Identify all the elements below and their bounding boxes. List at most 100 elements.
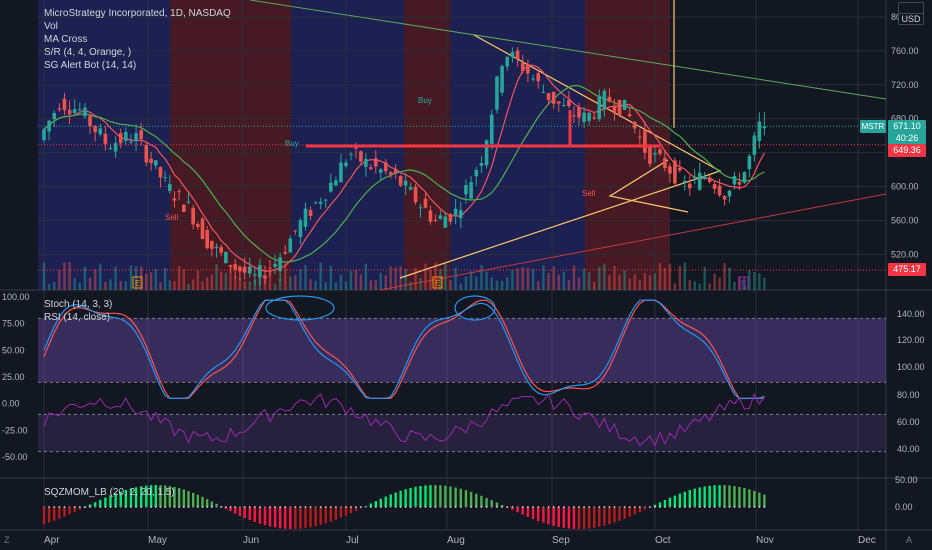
legend-sg-alert-bot[interactable]: SG Alert Bot (14, 14) — [44, 60, 137, 71]
sqz-dot — [521, 506, 524, 508]
volume-bar — [159, 281, 162, 290]
volume-bar — [567, 279, 571, 290]
volume-bar — [419, 277, 422, 290]
sqz-bar — [78, 507, 82, 510]
candle-body — [683, 180, 687, 183]
volume-bar — [268, 270, 272, 290]
sqz-bar — [608, 507, 611, 525]
sqz-bar — [299, 507, 302, 529]
sqz-dot — [94, 506, 97, 508]
auto-scale-button[interactable]: A — [906, 535, 913, 545]
volume-bar — [324, 282, 327, 290]
candle-body — [374, 158, 378, 167]
sqz-bar — [243, 507, 246, 519]
candle-body — [329, 182, 333, 192]
sqz-bar — [698, 487, 701, 507]
candle-body — [224, 252, 228, 264]
sqz-bar — [658, 502, 662, 507]
volume-bar — [58, 269, 61, 290]
sqz-bar — [139, 486, 143, 507]
sqz-dot — [253, 506, 256, 508]
sqz-dot — [364, 506, 367, 508]
sqz-bar — [53, 507, 56, 521]
volume-bar — [154, 269, 157, 290]
candle-body — [413, 186, 418, 203]
volume-bar — [196, 270, 200, 290]
triangle-big — [399, 34, 722, 279]
volume-bar — [557, 274, 560, 290]
sqz-dot — [659, 506, 661, 508]
sqz-bar — [384, 496, 387, 507]
symbol-title[interactable]: MicroStrategy Incorporated, 1D, NASDAQ — [44, 8, 231, 19]
sqz-bar — [88, 504, 92, 507]
candle-body — [383, 162, 388, 172]
sqz-dot — [124, 506, 127, 508]
candle-body — [627, 114, 632, 117]
volume-bar — [78, 282, 82, 290]
sqz-bar — [339, 507, 343, 518]
sqz-bar — [168, 486, 172, 507]
sqz-bar — [593, 507, 596, 528]
candle-body — [562, 105, 566, 107]
legend-sqzmom[interactable]: SQZMOM_LB (20, 2, 20, 1.5) — [44, 487, 175, 498]
sqz-dot — [220, 506, 223, 508]
sqz-bar — [429, 485, 432, 507]
sqz-bar — [47, 507, 51, 523]
candle-body — [592, 117, 597, 119]
sqz-bar — [389, 494, 392, 507]
sqz-bar — [215, 503, 218, 507]
volume-bar — [708, 283, 711, 290]
stoch-tick-6: -50.00 — [2, 452, 28, 462]
candle-body — [722, 195, 727, 200]
month-label-7: Nov — [756, 535, 774, 546]
sqz-bar — [159, 485, 162, 507]
volume-bar — [114, 266, 117, 290]
volume-bar — [273, 283, 277, 290]
candle-body — [57, 108, 62, 110]
sqz-dot — [73, 506, 76, 508]
month-label-3: Jul — [346, 535, 359, 546]
sqz-bar — [547, 507, 550, 525]
candle-body — [418, 207, 423, 209]
legend-sr[interactable]: S/R (4, 4, Orange, ) — [44, 47, 132, 58]
sqz-bar — [688, 490, 691, 507]
zoom-button[interactable]: Z — [4, 535, 10, 545]
legend-stoch[interactable]: Stoch (14, 3, 3) — [44, 299, 113, 310]
volume-bar — [83, 266, 87, 290]
sqz-bar — [58, 507, 61, 519]
sqz-bar — [495, 502, 499, 507]
sqz-dot — [763, 506, 766, 508]
sqz-bar — [542, 507, 545, 523]
volume-bar — [638, 280, 642, 290]
sqz-dot — [664, 506, 666, 508]
candle-body — [727, 190, 732, 197]
sqz-bar — [258, 507, 262, 524]
volume-bar — [521, 267, 524, 290]
sqz-dot — [334, 506, 337, 508]
sqz-bar — [278, 507, 282, 529]
legend-ma-cross[interactable]: MA Cross — [44, 34, 88, 45]
sqz-dot — [279, 506, 282, 508]
candle-body — [268, 267, 272, 269]
candle-body — [428, 210, 433, 222]
sqz-bar — [114, 493, 117, 507]
sqz-dot — [547, 506, 550, 508]
candle-body — [423, 198, 428, 208]
volume-bar — [531, 268, 535, 290]
legend-rsi[interactable]: RSI (14, close) — [44, 312, 111, 323]
candle-body — [638, 136, 642, 138]
sqz-dot — [164, 506, 167, 508]
sqz-dot — [708, 506, 711, 508]
sqz-bar — [490, 500, 493, 507]
sell-signal-1: Sell — [165, 213, 179, 222]
stoch-tick-1: 75.00 — [2, 319, 25, 329]
currency-label[interactable]: USD — [898, 2, 924, 25]
earnings-label-2: E — [741, 279, 746, 288]
legend-vol[interactable]: Vol — [44, 21, 58, 32]
sqz-dot — [598, 506, 601, 508]
sqz-dot — [43, 506, 45, 508]
price-tick-5: 600.00 — [891, 182, 919, 192]
candle-body — [577, 106, 581, 118]
candle-body — [149, 158, 153, 164]
